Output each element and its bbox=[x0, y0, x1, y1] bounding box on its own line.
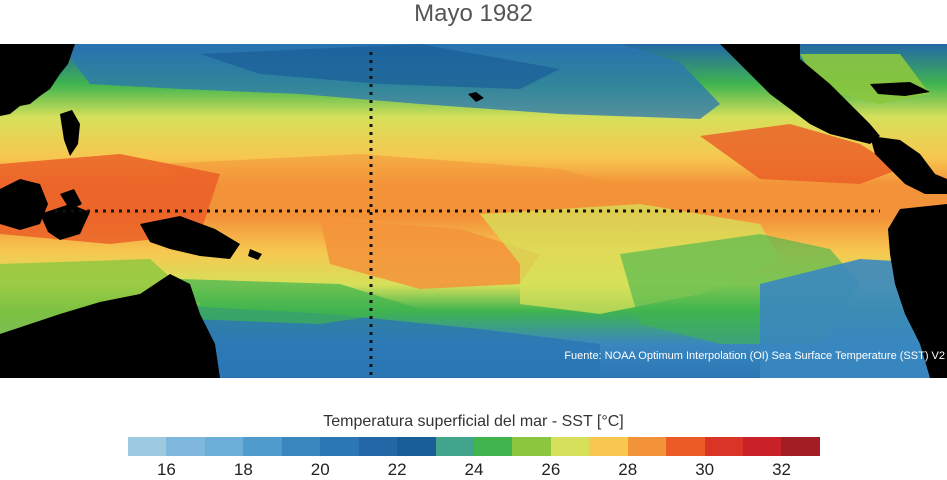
asia-landmass bbox=[0, 44, 75, 116]
colorbar-cell bbox=[204, 437, 244, 456]
colorbar-cell bbox=[166, 437, 205, 456]
colorbar-cell bbox=[128, 437, 167, 456]
mexico-landmass bbox=[720, 44, 880, 144]
colorbar-cell bbox=[358, 437, 398, 456]
colorbar-cell bbox=[435, 437, 474, 456]
colorbar-tick-label: 28 bbox=[618, 460, 638, 479]
colorbar-cell bbox=[589, 437, 628, 456]
solomon-islands-landmass bbox=[248, 249, 262, 260]
colorbar-tick-label: 26 bbox=[541, 460, 561, 479]
map-title: Mayo 1982 bbox=[414, 0, 533, 27]
colorbar-tick-label: 24 bbox=[464, 460, 484, 479]
caribbean-islands-landmass bbox=[870, 82, 930, 96]
temperature-colorbar bbox=[128, 437, 820, 456]
colorbar-cell bbox=[781, 437, 820, 456]
borneo-landmass bbox=[0, 179, 48, 230]
landmasses bbox=[0, 44, 947, 378]
colorbar-cell bbox=[473, 437, 513, 456]
colorbar-tick-label: 16 bbox=[156, 460, 176, 479]
data-source-credit: Fuente: NOAA Optimum Interpolation (OI) … bbox=[564, 350, 945, 362]
colorbar-cell bbox=[243, 437, 282, 456]
sst-map: Fuente: NOAA Optimum Interpolation (OI) … bbox=[0, 44, 947, 378]
sulawesi-landmass bbox=[60, 189, 82, 210]
new-guinea-landmass bbox=[140, 216, 240, 259]
legend-title: Temperatura superficial del mar - SST [°… bbox=[323, 413, 624, 430]
colorbar-tick-label: 20 bbox=[310, 460, 330, 479]
philippines-landmass bbox=[60, 110, 80, 156]
hawaii-islands-landmass bbox=[468, 92, 484, 102]
australia-landmass bbox=[0, 274, 220, 378]
colorbar-tick-label: 32 bbox=[772, 460, 791, 479]
colorbar-ticks: 16 18 20 22 24 26 28 30 32 bbox=[128, 458, 820, 480]
colorbar-cell bbox=[627, 437, 667, 456]
colorbar-tick-label: 30 bbox=[695, 460, 715, 479]
colorbar-cell bbox=[666, 437, 705, 456]
colorbar-cell bbox=[320, 437, 359, 456]
central-america-isthmus bbox=[870, 136, 947, 194]
colorbar-tick-label: 18 bbox=[233, 460, 253, 479]
colorbar-tick-label: 22 bbox=[387, 460, 407, 479]
south-america-landmass bbox=[888, 204, 947, 378]
colorbar-cell bbox=[281, 437, 321, 456]
colorbar-cell bbox=[704, 437, 743, 456]
colorbar-cell bbox=[550, 437, 590, 456]
colorbar-cell bbox=[743, 437, 782, 456]
indonesia-islands-landmass bbox=[40, 204, 90, 240]
colorbar-cell bbox=[397, 437, 436, 456]
colorbar-cell bbox=[512, 437, 551, 456]
reference-lines bbox=[55, 52, 880, 378]
